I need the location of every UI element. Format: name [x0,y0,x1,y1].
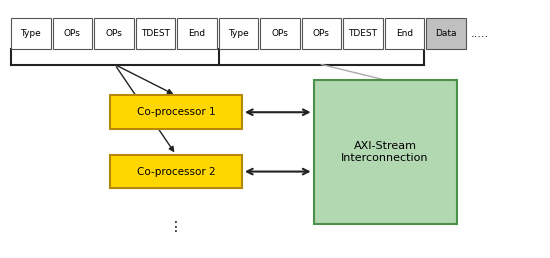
Text: OPs: OPs [272,29,288,38]
Text: Co-processor 1: Co-processor 1 [137,107,215,117]
Text: End: End [396,29,413,38]
FancyBboxPatch shape [301,18,342,49]
FancyBboxPatch shape [52,18,92,49]
Text: OPs: OPs [64,29,81,38]
FancyBboxPatch shape [94,18,134,49]
Text: .....: ..... [470,29,488,38]
Text: AXI-Stream
Interconnection: AXI-Stream Interconnection [341,141,429,163]
FancyBboxPatch shape [110,155,242,188]
Text: OPs: OPs [313,29,330,38]
FancyBboxPatch shape [110,95,242,129]
FancyBboxPatch shape [135,18,175,49]
Text: Data: Data [435,29,456,38]
FancyBboxPatch shape [426,18,466,49]
FancyBboxPatch shape [384,18,425,49]
FancyBboxPatch shape [260,18,300,49]
Text: TDEST: TDEST [141,29,170,38]
Text: TDEST: TDEST [349,29,377,38]
Text: End: End [188,29,206,38]
Text: Co-processor 2: Co-processor 2 [137,167,215,176]
FancyBboxPatch shape [343,18,383,49]
FancyBboxPatch shape [218,18,258,49]
FancyBboxPatch shape [11,18,51,49]
Text: Type: Type [20,29,41,38]
Text: OPs: OPs [106,29,122,38]
Text: ⋮: ⋮ [169,220,183,234]
FancyBboxPatch shape [314,80,456,224]
Text: Type: Type [228,29,249,38]
FancyBboxPatch shape [177,18,217,49]
